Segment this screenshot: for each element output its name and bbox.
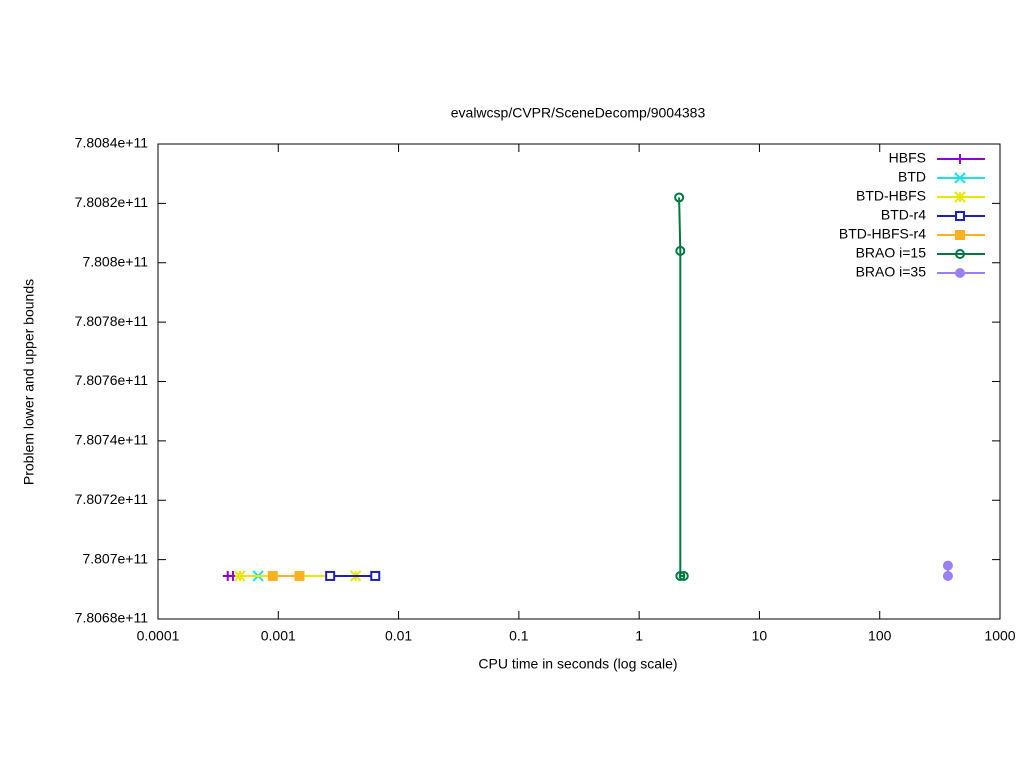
- point: [234, 570, 246, 582]
- point: [955, 249, 965, 259]
- point: [955, 268, 965, 278]
- series-line: [678, 197, 684, 577]
- marker-shape: [294, 570, 305, 581]
- x-tick-label: 0.1: [509, 628, 529, 644]
- point: [678, 570, 689, 581]
- marker-shape: [370, 570, 381, 581]
- x-axis-label: CPU time in seconds (log scale): [478, 656, 677, 672]
- marker-shape: [675, 245, 686, 256]
- point: [675, 245, 686, 256]
- point: [955, 211, 965, 221]
- legend-label: BTD-HBFS: [856, 188, 926, 204]
- legend-label: BTD: [898, 169, 926, 185]
- marker-shape: [942, 570, 953, 581]
- legend-label: BTD-HBFS-r4: [839, 226, 926, 242]
- marker-shape: [955, 249, 965, 259]
- point: [955, 154, 965, 164]
- legend-label: HBFS: [889, 150, 926, 166]
- point: [325, 570, 336, 581]
- legend-label: BTD-r4: [881, 207, 926, 223]
- point: [370, 570, 381, 581]
- marker-shape: [955, 268, 965, 278]
- marker-shape: [675, 570, 686, 581]
- legend-label: BRAO i=35: [856, 264, 927, 280]
- marker-shape: [955, 230, 965, 240]
- x-tick-label: 1: [635, 628, 643, 644]
- marker-stroke: [954, 172, 966, 184]
- x-tick-label: 1000: [984, 628, 1015, 644]
- y-axis-label: Problem lower and upper bounds: [21, 279, 37, 485]
- legend-label: BRAO i=15: [856, 245, 927, 261]
- point: [294, 570, 305, 581]
- marker-shape: [678, 570, 689, 581]
- point: [954, 191, 966, 203]
- y-tick-label: 7.8074e+11: [75, 432, 149, 448]
- point: [675, 570, 686, 581]
- y-tick-label: 7.8084e+11: [75, 135, 149, 151]
- marker-shape: [674, 192, 685, 203]
- plot-frame: [157, 143, 1001, 620]
- marker-shape: [325, 570, 336, 581]
- x-tick-label: 0.001: [261, 628, 296, 644]
- marker-stroke: [954, 191, 966, 203]
- y-tick-label: 7.807e+11: [82, 550, 148, 566]
- point: [674, 192, 685, 203]
- marker-shape: [942, 560, 953, 571]
- x-tick-label: 10: [752, 628, 768, 644]
- x-tick-label: 0.0001: [137, 628, 180, 644]
- y-tick-label: 7.8076e+11: [75, 372, 149, 388]
- point: [267, 570, 278, 581]
- point: [955, 230, 965, 240]
- y-tick-label: 7.8078e+11: [75, 313, 149, 329]
- chart-title: evalwcsp/CVPR/SceneDecomp/9004383: [451, 105, 706, 121]
- point: [942, 560, 953, 571]
- point: [942, 570, 953, 581]
- y-tick-label: 7.808e+11: [82, 253, 148, 269]
- marker-stroke: [234, 570, 246, 582]
- point: [954, 172, 966, 184]
- x-tick-label: 0.01: [385, 628, 412, 644]
- y-tick-label: 7.8082e+11: [75, 194, 149, 210]
- y-tick-label: 7.8072e+11: [75, 491, 149, 507]
- marker-shape: [267, 570, 278, 581]
- x-tick-label: 100: [868, 628, 892, 644]
- marker-shape: [955, 211, 965, 221]
- y-tick-label: 7.8068e+11: [75, 610, 149, 626]
